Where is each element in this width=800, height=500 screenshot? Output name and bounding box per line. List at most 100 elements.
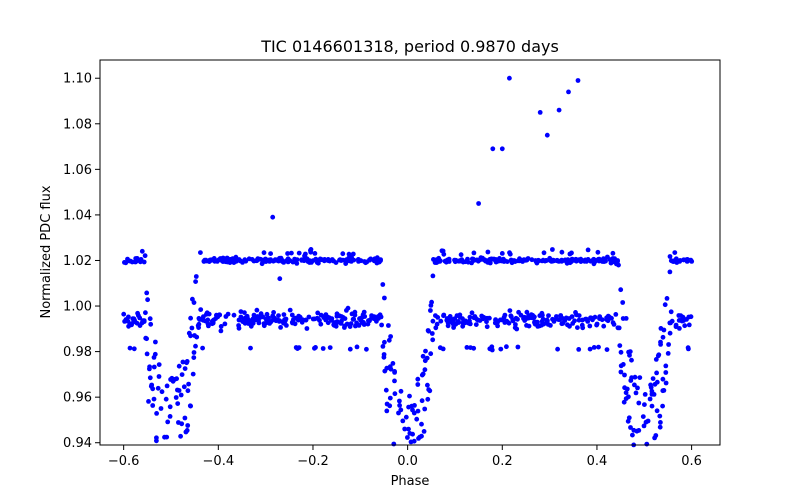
data-point <box>150 403 156 408</box>
data-point <box>441 312 447 318</box>
data-point <box>386 337 392 343</box>
data-point <box>499 146 505 152</box>
data-point <box>467 321 473 327</box>
data-point <box>627 349 633 354</box>
data-point <box>555 346 560 352</box>
data-point <box>484 324 490 330</box>
data-point <box>438 318 444 324</box>
data-point <box>682 323 688 329</box>
data-point <box>630 432 635 438</box>
data-point <box>185 388 191 394</box>
data-point <box>415 376 421 382</box>
data-point <box>485 249 491 255</box>
data-point <box>525 256 531 261</box>
data-point <box>164 383 170 389</box>
data-point <box>138 259 143 265</box>
data-point <box>176 388 182 393</box>
data-point <box>347 346 353 352</box>
data-point <box>424 355 430 361</box>
data-point <box>386 323 391 328</box>
data-point <box>306 314 312 320</box>
x-tick-label: −0.6 <box>108 454 140 469</box>
data-point <box>585 247 591 253</box>
data-point <box>144 336 150 342</box>
data-point <box>139 248 145 254</box>
data-point <box>667 330 673 336</box>
data-point <box>155 385 161 391</box>
data-point <box>426 328 431 334</box>
data-point <box>402 426 408 432</box>
data-point <box>380 344 386 349</box>
data-point <box>411 410 417 416</box>
data-point <box>383 387 389 393</box>
data-point <box>174 376 180 382</box>
data-point <box>618 369 624 375</box>
data-point <box>154 438 159 444</box>
data-point <box>378 314 384 320</box>
data-point <box>198 307 204 312</box>
data-point <box>476 201 481 206</box>
data-point <box>637 375 643 380</box>
data-point <box>276 313 281 318</box>
data-point <box>430 318 436 324</box>
data-point <box>440 346 446 352</box>
data-point <box>471 250 477 256</box>
data-point <box>141 259 147 265</box>
data-point <box>361 322 367 327</box>
data-point <box>289 250 294 256</box>
data-point <box>159 389 165 395</box>
y-axis-label: Normalized PDC flux <box>39 185 54 318</box>
data-point <box>236 325 242 331</box>
data-point <box>351 257 357 263</box>
data-point <box>137 315 143 321</box>
data-point <box>540 316 546 322</box>
data-point <box>397 398 402 404</box>
data-point <box>188 333 193 339</box>
data-point <box>601 323 607 329</box>
chart-title: TIC 0146601318, period 0.9870 days <box>260 37 559 56</box>
data-point <box>507 251 513 257</box>
data-point <box>142 253 148 259</box>
data-point <box>303 317 309 323</box>
data-point <box>663 370 669 375</box>
data-point <box>379 322 384 328</box>
y-tick-label: 1.06 <box>63 163 92 178</box>
data-point <box>685 345 691 351</box>
data-point <box>143 310 148 316</box>
data-point <box>149 382 155 388</box>
data-point <box>225 311 231 317</box>
data-point <box>242 310 247 315</box>
data-point <box>156 374 162 379</box>
data-point <box>428 351 434 357</box>
data-point <box>198 250 203 256</box>
data-point <box>231 312 237 318</box>
data-point <box>429 331 435 336</box>
data-point <box>131 346 137 352</box>
data-point <box>595 249 601 255</box>
data-point <box>620 362 626 367</box>
y-tick-label: 0.98 <box>63 345 92 360</box>
data-point <box>397 403 402 408</box>
data-point <box>618 349 624 355</box>
data-point <box>381 352 387 357</box>
x-tick-label: −0.4 <box>203 454 235 469</box>
data-point <box>354 344 360 350</box>
data-point <box>653 433 659 438</box>
data-point <box>294 257 300 262</box>
data-point <box>623 316 629 321</box>
data-point <box>548 323 553 328</box>
data-point <box>657 424 663 430</box>
data-point <box>382 295 387 301</box>
data-point <box>580 325 586 331</box>
data-point <box>148 321 154 327</box>
data-point <box>471 345 477 351</box>
data-point <box>632 382 637 388</box>
data-point <box>641 423 647 429</box>
data-point <box>458 252 464 258</box>
data-point <box>420 353 426 359</box>
data-point <box>441 251 447 257</box>
data-point <box>507 75 512 81</box>
data-point <box>569 314 575 319</box>
data-point <box>622 372 627 378</box>
data-point <box>350 251 356 257</box>
